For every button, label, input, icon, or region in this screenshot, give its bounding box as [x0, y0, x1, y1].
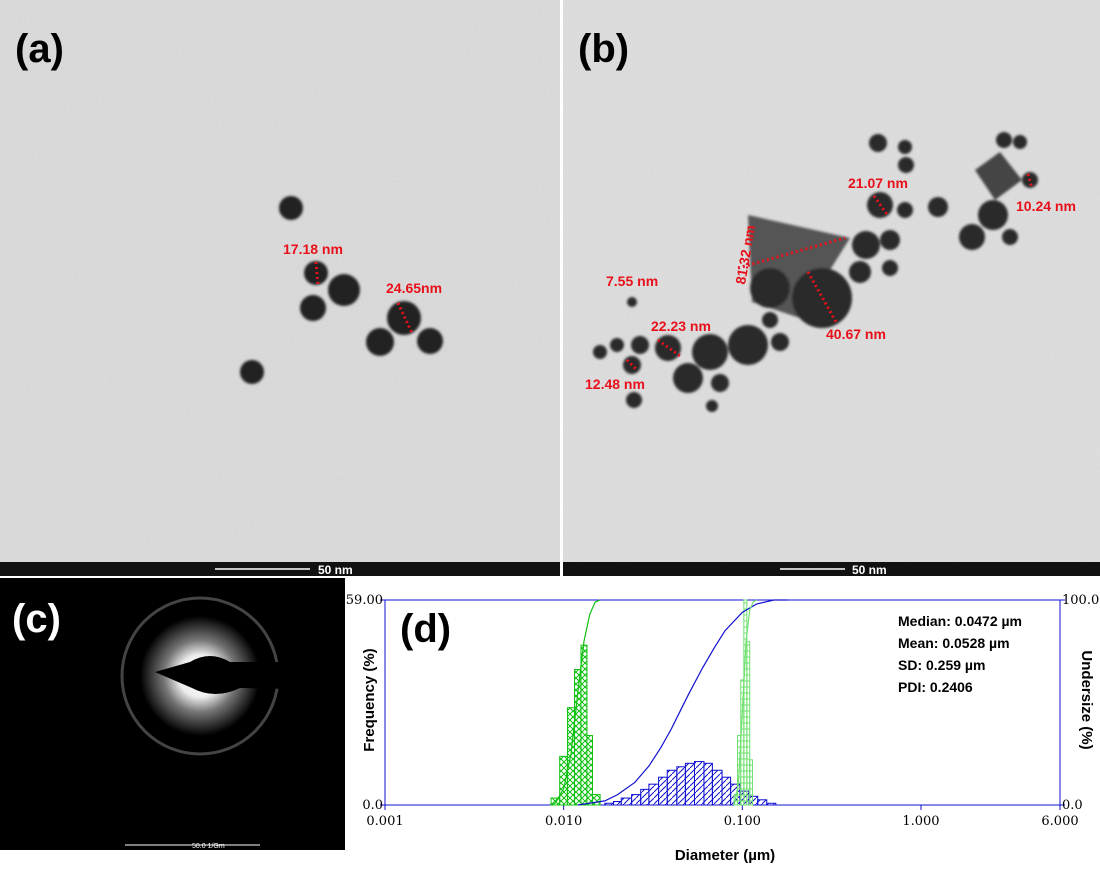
- histogram-bar: [703, 762, 713, 806]
- cumulative-curve: [550, 599, 601, 806]
- scale-label: 50.0 1/Gm: [192, 843, 225, 850]
- measurement: 17.18 nm: [283, 241, 343, 257]
- measure-line: [396, 302, 414, 334]
- panel-label: (a): [15, 27, 64, 71]
- y2-tick-label: 100.0: [1062, 593, 1099, 608]
- x-tick-label: 0.010: [545, 814, 582, 829]
- statistic: Mean: 0.0528 µm: [898, 635, 1010, 651]
- measurement: 12.48 nm: [585, 376, 645, 392]
- histogram-bar: [766, 802, 777, 806]
- measurement: 7.55 nm: [606, 273, 658, 289]
- histogram-bar: [586, 735, 593, 806]
- histogram-bar: [631, 794, 642, 806]
- histogram-bar: [676, 766, 686, 806]
- histogram-bar: [694, 761, 705, 806]
- histogram-bar: [640, 788, 650, 806]
- panel-d: (d) Diameter (µm) Frequency (%) Undersiz…: [346, 593, 1099, 864]
- histogram-bar: [580, 644, 588, 806]
- y-axis-label: Frequency (%): [361, 648, 378, 751]
- y2-tick-label: 0.0: [1062, 798, 1083, 813]
- y-tick-label: 0.0: [362, 798, 383, 813]
- x-tick-label: 1.000: [902, 814, 939, 829]
- statistic: PDI: 0.2406: [898, 679, 973, 695]
- histogram-bar: [604, 802, 614, 806]
- measure-line: [314, 261, 320, 286]
- histogram-bar: [746, 641, 751, 806]
- histogram-bar: [757, 799, 768, 806]
- histogram-bar: [612, 801, 622, 806]
- x-tick-label: 0.100: [724, 814, 761, 829]
- panel-label: (b): [578, 27, 629, 71]
- measure-line: [872, 195, 890, 217]
- histogram-bar: [749, 759, 753, 806]
- texture: [0, 0, 560, 562]
- x-axis-label: Diameter (µm): [675, 847, 775, 864]
- histogram-bar: [721, 776, 732, 806]
- measurement: 24.65nm: [386, 280, 442, 296]
- panel-a: (a) 17.18 nm 24.65nm 50 nm: [0, 0, 560, 577]
- measure-line: [737, 236, 846, 270]
- scale-label: 50 nm: [852, 563, 887, 577]
- y-tick-label: 59.00: [346, 593, 383, 608]
- histogram-bar: [591, 794, 601, 806]
- scale-label: 50 nm: [318, 563, 353, 577]
- measurement: 21.07 nm: [848, 175, 908, 191]
- measurement: 40.67 nm: [826, 326, 886, 342]
- statistic: SD: 0.259 µm: [898, 657, 985, 673]
- panel-c: (c) 50.0 1/Gm: [0, 578, 345, 850]
- histogram-bar: [648, 783, 660, 806]
- y2-axis-label: Undersize (%): [1078, 650, 1095, 749]
- cumulative-curve: [577, 599, 788, 806]
- histogram-bar: [666, 769, 678, 806]
- measure-line: [625, 358, 639, 372]
- histogram-bar: [658, 776, 668, 806]
- particles: [593, 132, 1038, 412]
- panel-b: (b) 21.07 nm 10.24 nm 81.32 nm 7.55 nm 2…: [563, 0, 1100, 577]
- histogram-bar: [711, 769, 723, 806]
- histogram-bar: [559, 755, 568, 806]
- panel-label: (c): [12, 597, 61, 641]
- x-tick-label: 0.001: [366, 814, 403, 829]
- x-tick-label: 6.000: [1041, 814, 1078, 829]
- statistic: Median: 0.0472 µm: [898, 613, 1022, 629]
- measurement: 22.23 nm: [651, 318, 711, 334]
- cumulative-curve: [733, 599, 757, 806]
- histogram-bar: [620, 797, 633, 806]
- beam-stop: [155, 656, 345, 694]
- measurement: 10.24 nm: [1016, 198, 1076, 214]
- histogram-bar: [684, 762, 696, 806]
- panel-label: (d): [400, 607, 451, 651]
